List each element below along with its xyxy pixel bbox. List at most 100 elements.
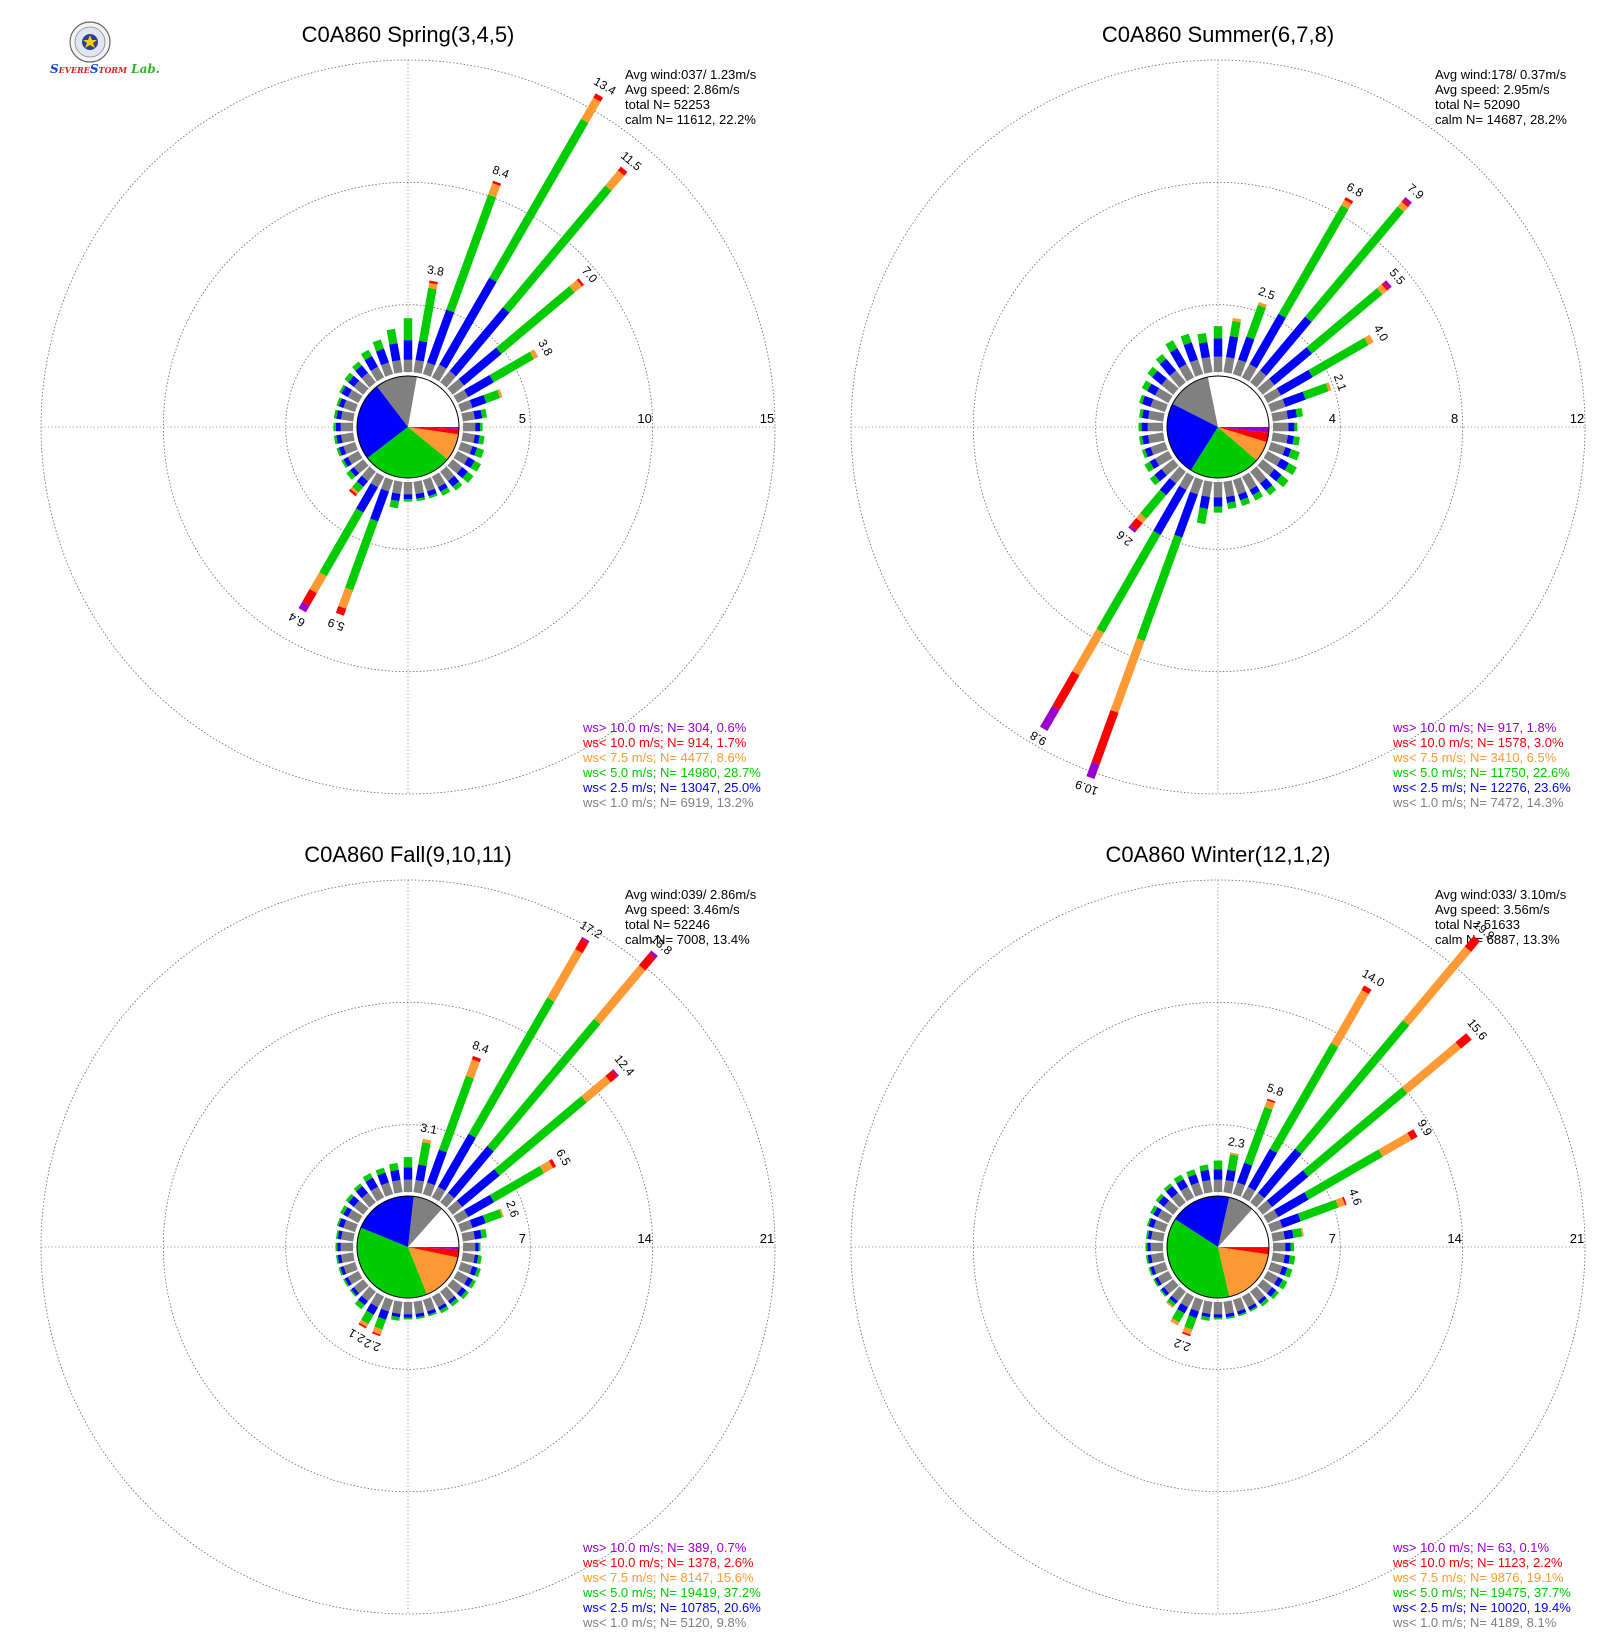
bar-200-seg-2 (1184, 1315, 1197, 1330)
bar-50-seg-4 (576, 278, 585, 287)
pie-slice-bin-2 (367, 427, 448, 478)
bar-20-seg-1 (427, 1149, 447, 1186)
ring-0 (1095, 304, 1341, 550)
bar-220-seg-3 (1136, 513, 1147, 524)
bar-240-seg-0 (1157, 1270, 1173, 1285)
bar-130-seg-2 (460, 1290, 469, 1300)
bar-310-seg-0 (1161, 378, 1179, 395)
bar-250-seg-1 (338, 446, 347, 456)
bar-200-seg-4 (1182, 1331, 1191, 1337)
legend-entry-3: ws< 5.0 m/s; N= 14980, 28.7% (582, 765, 761, 780)
bar-110-seg-0 (458, 441, 473, 454)
bar-340-seg-1 (1188, 1174, 1199, 1186)
bar-220-seg-1 (358, 1295, 369, 1306)
bar-100-seg-1 (473, 434, 480, 444)
bar-340-seg-2 (372, 339, 384, 352)
bar-220-seg-2 (352, 481, 364, 493)
legend-entry-5: ws< 1.0 m/s; N= 4189, 8.1% (1392, 1615, 1557, 1630)
bar-200-seg-1 (378, 1308, 389, 1320)
bar-190-seg-1 (391, 1312, 401, 1318)
bar-210-seg-0 (370, 1292, 385, 1308)
bar-40-seg-3 (605, 170, 625, 191)
bar-250-seg-2 (1148, 1267, 1153, 1276)
bar-340-seg-0 (1189, 359, 1204, 377)
bar-130-seg-1 (456, 1286, 467, 1297)
stat-line-2: total N= 51633 (1435, 917, 1520, 932)
bar-10-seg-2 (418, 1142, 431, 1167)
bar-70-seg-0 (1268, 1220, 1283, 1233)
bar-130-seg-1 (456, 466, 468, 479)
ring-2 (850, 879, 1586, 1615)
bar-220-seg-5 (1128, 524, 1137, 533)
ring-label-1: 14 (1447, 1231, 1461, 1246)
polar-grid: 4 8 12 (850, 59, 1586, 795)
bar-160-seg-1 (1237, 1308, 1247, 1315)
bar-40-seg-4 (617, 166, 628, 176)
bar-350-seg-2 (386, 328, 398, 345)
bar-30-seg-3 (547, 949, 583, 1002)
bar-20-seg-3 (1257, 302, 1267, 308)
bar-300-seg-0 (1157, 1209, 1173, 1224)
bar-190-seg-1 (1201, 1312, 1211, 1318)
bar-310-seg-2 (1155, 1193, 1164, 1203)
bar-50-seg-5 (612, 1069, 619, 1077)
bar-160-seg-1 (427, 488, 437, 497)
bar-210-seg-3 (1072, 628, 1104, 676)
bar-160-seg-0 (1232, 477, 1247, 495)
legend-entry-1: ws< 10.0 m/s; N= 1378, 2.6% (582, 1555, 754, 1570)
ring-label-1: 14 (637, 1231, 651, 1246)
bar-10-seg-2 (1227, 1154, 1239, 1172)
bar-340-seg-2 (1180, 333, 1192, 346)
bar-340-seg-2 (1186, 1169, 1197, 1178)
bar-120-seg-0 (1263, 1270, 1279, 1285)
bar-10-seg-1 (415, 1164, 427, 1182)
bar-label-20: 5.8 (1265, 1080, 1286, 1099)
bar-label-10: 2.3 (1227, 1134, 1246, 1151)
bar-350-seg-2 (1199, 1164, 1209, 1172)
bar-350-seg-1 (390, 1169, 401, 1182)
bar-30-seg-4 (593, 93, 604, 102)
bar-190-seg-2 (389, 499, 400, 509)
bar-20-seg-3 (465, 1059, 480, 1079)
bar-210-seg-2 (319, 508, 364, 577)
bar-340-seg-0 (381, 362, 394, 377)
pie-slice-bin-1 (1175, 1196, 1230, 1247)
bar-290-seg-1 (338, 398, 347, 408)
pie-slice-bin-0 (376, 376, 417, 427)
pie-slice-bin-3 (408, 427, 459, 460)
bar-50-seg-3 (581, 1075, 611, 1103)
bar-140-seg-0 (1250, 1286, 1265, 1302)
bar-200-seg-3 (1110, 638, 1145, 713)
bar-250-seg-2 (338, 1267, 343, 1276)
bar-300-seg-0 (347, 389, 363, 404)
bar-320-seg-2 (352, 361, 362, 371)
bar-320-seg-2 (1155, 354, 1167, 365)
bar-280-seg-0 (341, 1231, 355, 1242)
bar-300-seg-2 (1150, 1205, 1158, 1215)
bar-150-seg-2 (440, 487, 451, 496)
bar-200-seg-1 (1174, 491, 1198, 538)
bar-20-seg-4 (1266, 1098, 1276, 1104)
bar-60-seg-2 (1308, 337, 1369, 378)
bar-170-seg-2 (1227, 501, 1237, 510)
bar-label-210: 6.4 (286, 609, 308, 630)
bar-200-seg-0 (1191, 1297, 1204, 1312)
bar-40-seg-3 (1402, 946, 1472, 1026)
bar-350-seg-1 (1198, 341, 1210, 359)
stat-line-1: Avg speed: 2.86m/s (625, 82, 740, 97)
bar-40-seg-5 (649, 950, 658, 959)
bar-210-seg-1 (366, 1303, 379, 1315)
stat-line-3: calm N= 14687, 28.2% (1435, 112, 1567, 127)
bar-80-seg-0 (461, 411, 475, 422)
stat-line-1: Avg speed: 3.46m/s (625, 902, 740, 917)
pie-slice-bin-2 (1167, 1219, 1230, 1298)
pie-slice-calm (1207, 376, 1269, 427)
bar-130-seg-2 (462, 471, 474, 483)
bar-40-seg-4 (1401, 199, 1410, 208)
bar-20-seg-2 (438, 1075, 474, 1153)
bar-10-seg-0 (413, 360, 424, 374)
bar-320-seg-1 (355, 1186, 369, 1199)
stat-line-0: Avg wind:033/ 3.10m/s (1435, 887, 1567, 902)
pie-slice-bin-4 (408, 427, 459, 435)
bar-240-seg-2 (341, 459, 348, 468)
